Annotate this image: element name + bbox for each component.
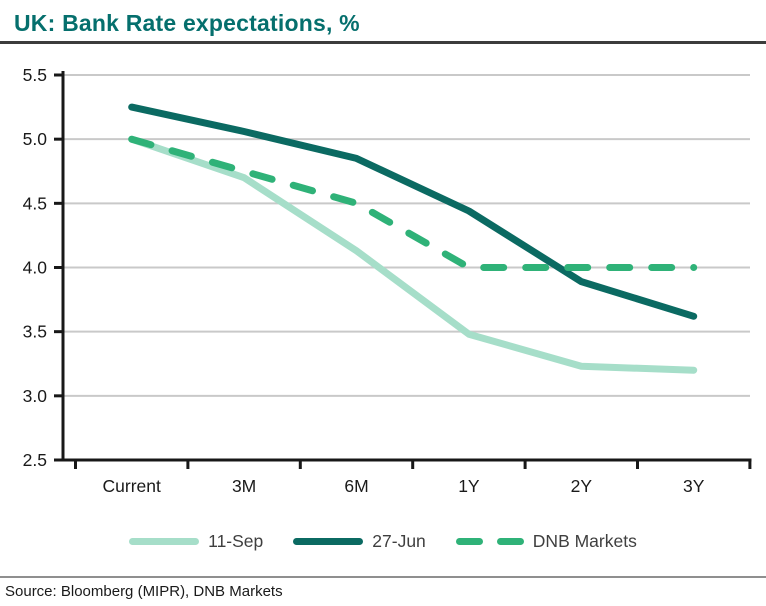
axes bbox=[54, 71, 752, 469]
svg-text:2.5: 2.5 bbox=[23, 450, 47, 470]
chart-legend: 11-Sep 27-Jun DNB Markets bbox=[0, 530, 766, 552]
svg-text:3Y: 3Y bbox=[683, 476, 705, 496]
svg-text:4.0: 4.0 bbox=[23, 258, 48, 278]
legend-swatch-dnb-markets bbox=[455, 537, 524, 545]
page-header: UK: Bank Rate expectations, % bbox=[0, 0, 766, 44]
legend-item-11-sep: 11-Sep bbox=[129, 531, 263, 552]
legend-label-11-sep: 11-Sep bbox=[208, 530, 264, 551]
svg-text:5.0: 5.0 bbox=[23, 129, 48, 149]
legend-item-27-jun: 27-Jun bbox=[293, 531, 426, 552]
svg-text:5.5: 5.5 bbox=[23, 65, 47, 85]
svg-text:3.0: 3.0 bbox=[23, 386, 48, 406]
legend-dash bbox=[496, 537, 524, 545]
legend-swatch-11-sep bbox=[129, 537, 200, 545]
x-axis-labels: Current 3M 6M 1Y 2Y 3Y bbox=[103, 476, 705, 496]
legend-label-dnb-markets: DNB Markets bbox=[532, 530, 637, 551]
svg-text:2Y: 2Y bbox=[571, 476, 593, 496]
gridlines bbox=[63, 74, 750, 397]
svg-text:4.5: 4.5 bbox=[23, 193, 47, 213]
legend-dash bbox=[455, 537, 483, 545]
series-line-11-sep bbox=[128, 135, 698, 374]
series-line-27-jun bbox=[128, 103, 698, 320]
legend-item-dnb-markets: DNB Markets bbox=[455, 530, 637, 552]
legend-label-27-jun: 27-Jun bbox=[372, 530, 426, 551]
source-text: Source: Bloomberg (MIPR), DNB Markets bbox=[5, 583, 283, 600]
chart-area: 2.5 3.0 3.5 4.0 4.5 5.0 5.5 Current 3M 6M 1Y 2Y 3Y bbox=[0, 44, 766, 506]
svg-text:6M: 6M bbox=[344, 476, 368, 496]
svg-text:Current: Current bbox=[103, 476, 161, 496]
svg-text:3M: 3M bbox=[232, 476, 256, 496]
source-divider bbox=[0, 576, 766, 578]
svg-text:1Y: 1Y bbox=[458, 476, 480, 496]
svg-text:3.5: 3.5 bbox=[23, 322, 47, 342]
y-axis-labels: 2.5 3.0 3.5 4.0 4.5 5.0 5.5 bbox=[23, 65, 48, 470]
series-line-dnb-markets bbox=[128, 135, 698, 271]
bank-rate-line-chart: 2.5 3.0 3.5 4.0 4.5 5.0 5.5 Current 3M 6M 1Y 2Y 3Y bbox=[23, 65, 752, 496]
page-title: UK: Bank Rate expectations, % bbox=[14, 10, 360, 36]
legend-swatch-27-jun bbox=[293, 537, 364, 545]
